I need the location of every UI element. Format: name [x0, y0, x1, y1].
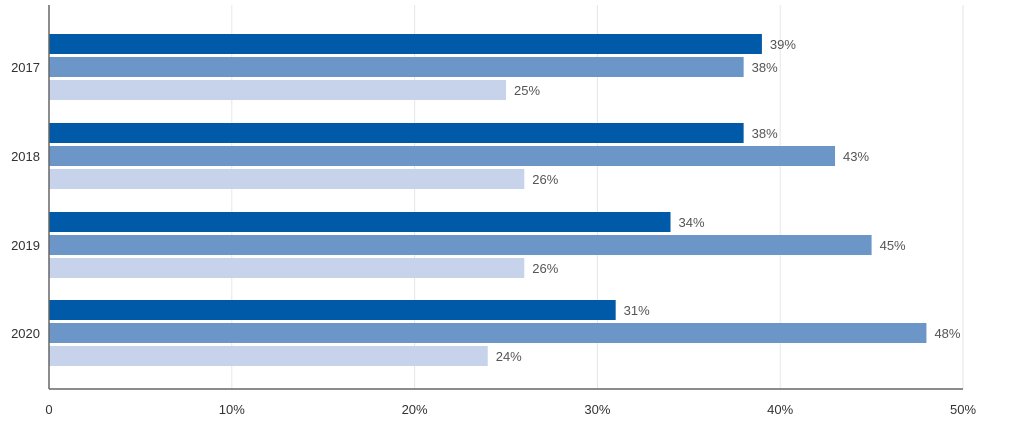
bar-2017-series-2: [49, 57, 744, 77]
bar-2020-series-1: [49, 300, 616, 320]
bar-2020-series-2: [49, 323, 927, 343]
x-tick-label-10: 10%: [219, 402, 245, 417]
y-category-labels: 2017 2018 2019 2020: [11, 60, 40, 341]
x-tick-label-30: 30%: [584, 402, 610, 417]
x-tick-label-40: 40%: [767, 402, 793, 417]
data-label-2020-series-1: 31%: [624, 303, 650, 318]
bar-2020-series-3: [49, 346, 488, 366]
x-tick-label-20: 20%: [402, 402, 428, 417]
category-label-2018: 2018: [11, 149, 40, 164]
data-label-2020-series-2: 48%: [934, 326, 960, 341]
bar-2019-series-2: [49, 235, 872, 255]
category-label-2017: 2017: [11, 60, 40, 75]
axes: [48, 5, 963, 390]
data-label-2018-series-2: 43%: [843, 149, 869, 164]
data-labels: 39% 38% 25% 38% 43% 26% 34% 45% 26% 31% 48% 24%: [496, 37, 961, 364]
data-label-2018-series-1: 38%: [752, 126, 778, 141]
data-label-2017-series-3: 25%: [514, 83, 540, 98]
category-label-2019: 2019: [11, 238, 40, 253]
bar-2017-series-1: [49, 34, 762, 54]
data-label-2018-series-3: 26%: [532, 172, 558, 187]
category-label-2020: 2020: [11, 326, 40, 341]
data-label-2020-series-3: 24%: [496, 349, 522, 364]
x-tick-labels: 0 10% 20% 30% 40% 50%: [45, 402, 976, 417]
data-label-2017-series-1: 39%: [770, 37, 796, 52]
bar-2017-series-3: [49, 80, 506, 100]
bar-2018-series-2: [49, 146, 836, 166]
bar-2018-series-3: [49, 169, 525, 189]
data-label-2019-series-1: 34%: [679, 215, 705, 230]
bars: [49, 34, 927, 366]
bar-2019-series-3: [49, 258, 525, 278]
x-tick-label-0: 0: [45, 402, 52, 417]
bar-2019-series-1: [49, 212, 671, 232]
x-tick-label-50: 50%: [950, 402, 976, 417]
data-label-2019-series-2: 45%: [880, 238, 906, 253]
data-label-2019-series-3: 26%: [532, 261, 558, 276]
bar-2018-series-1: [49, 123, 744, 143]
data-label-2017-series-2: 38%: [752, 60, 778, 75]
